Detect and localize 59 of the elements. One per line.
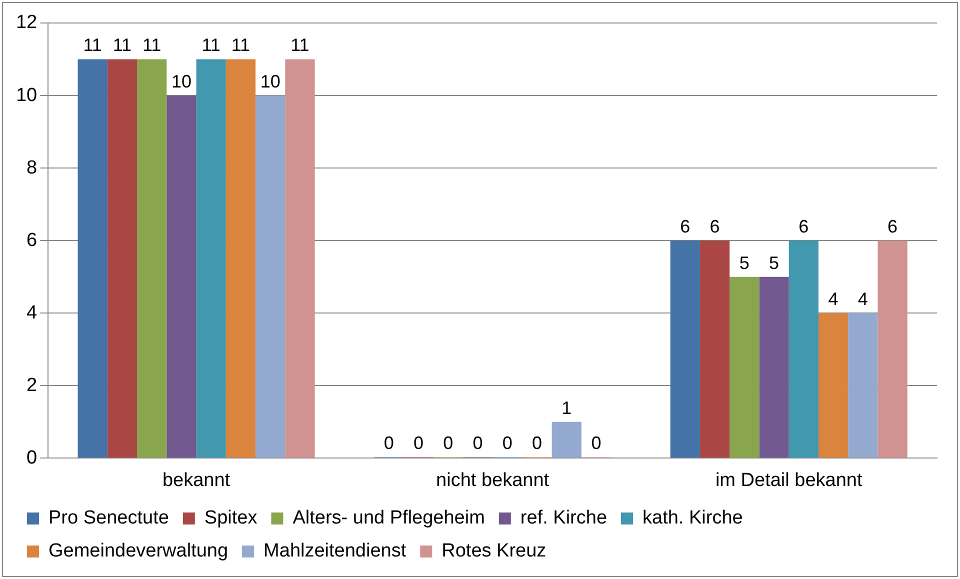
bar bbox=[552, 422, 582, 458]
data-label: 0 bbox=[384, 433, 394, 454]
legend-label: Rotes Kreuz bbox=[442, 540, 546, 562]
data-label: 0 bbox=[532, 433, 542, 454]
data-label: 11 bbox=[202, 35, 220, 56]
legend-label: kath. Kirche bbox=[642, 508, 743, 529]
data-label: 11 bbox=[231, 35, 250, 56]
bar bbox=[788, 240, 818, 458]
bar bbox=[107, 59, 138, 458]
y-tick-label: 0 bbox=[26, 447, 38, 468]
legend-label: ref. Kirche bbox=[520, 508, 608, 529]
bar bbox=[818, 313, 848, 458]
data-label: 4 bbox=[858, 289, 868, 310]
data-label: 0 bbox=[413, 433, 424, 454]
y-tick-label: 6 bbox=[26, 230, 38, 251]
data-label: 0 bbox=[472, 433, 483, 454]
legend-label: Spitex bbox=[204, 508, 258, 529]
bar bbox=[196, 59, 226, 458]
legend-label: Pro Senectute bbox=[48, 508, 169, 529]
x-tick-label: nicht bekannt bbox=[436, 470, 550, 491]
y-tick-label: 2 bbox=[26, 374, 38, 396]
bar bbox=[256, 96, 286, 458]
data-label: 0 bbox=[591, 433, 602, 454]
data-label: 11 bbox=[83, 35, 102, 56]
y-tick-label: 4 bbox=[26, 302, 38, 324]
bar bbox=[848, 313, 878, 458]
data-label: 6 bbox=[888, 216, 898, 237]
x-tick-label: im Detail bekannt bbox=[715, 470, 863, 491]
data-label: 5 bbox=[739, 252, 750, 273]
bar bbox=[137, 59, 167, 458]
x-tick-label: bekannt bbox=[162, 470, 231, 491]
bar bbox=[700, 240, 730, 458]
data-label: 10 bbox=[171, 72, 192, 92]
bar bbox=[670, 240, 700, 458]
data-label: 1 bbox=[562, 398, 572, 418]
data-label: 5 bbox=[769, 252, 780, 273]
bar bbox=[166, 96, 196, 458]
y-tick-label: 8 bbox=[26, 157, 38, 178]
data-label: 6 bbox=[680, 216, 690, 237]
data-label: 10 bbox=[260, 72, 280, 92]
legend-label: Gemeindeverwaltung bbox=[48, 540, 228, 562]
data-label: 11 bbox=[290, 35, 310, 56]
data-label: 4 bbox=[828, 289, 838, 310]
y-tick-label: 12 bbox=[16, 12, 38, 34]
bar bbox=[285, 59, 315, 458]
data-label: 0 bbox=[502, 433, 512, 454]
y-tick-label: 10 bbox=[16, 84, 38, 106]
data-label: 6 bbox=[710, 216, 720, 237]
bar bbox=[878, 240, 908, 458]
bar bbox=[78, 59, 108, 458]
data-label: 0 bbox=[443, 433, 454, 454]
bar bbox=[226, 59, 256, 458]
data-label: 6 bbox=[798, 216, 809, 237]
bar bbox=[730, 276, 760, 458]
legend-label: Mahlzeitendienst bbox=[264, 540, 407, 562]
data-label: 11 bbox=[142, 35, 162, 56]
legend-label: Alters- und Pflegeheim bbox=[292, 508, 485, 529]
data-label: 11 bbox=[112, 35, 132, 56]
bar bbox=[759, 276, 789, 458]
